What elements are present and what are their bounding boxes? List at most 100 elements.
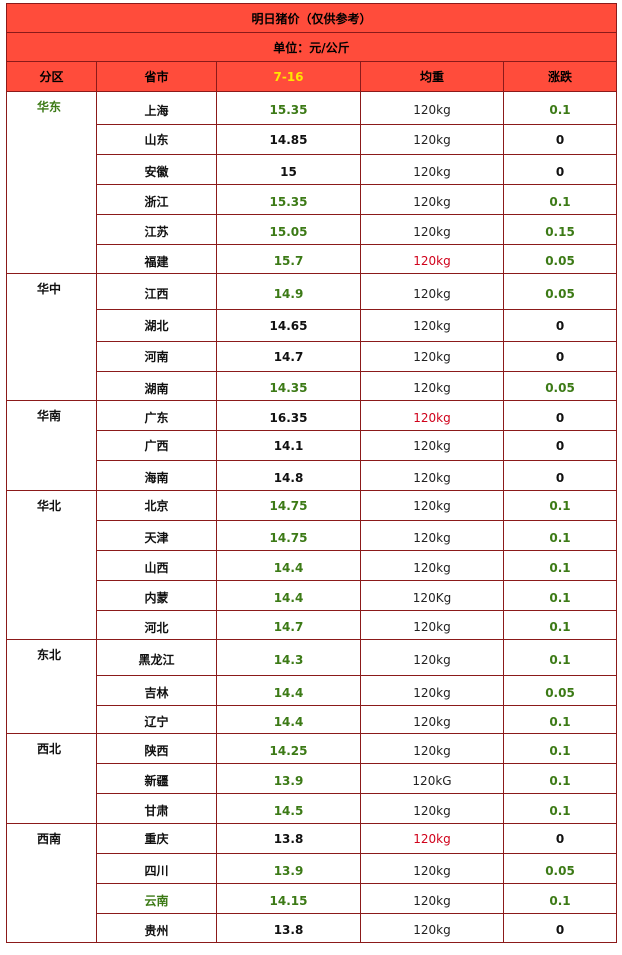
unit-label: 单位：元/公斤 bbox=[6, 32, 617, 62]
change-cell: 0 bbox=[503, 124, 617, 155]
change-cell: 0 bbox=[503, 400, 617, 431]
header-weight: 均重 bbox=[360, 61, 504, 92]
table-row: 天津 14.75 120kg 0.1 bbox=[7, 520, 617, 551]
table-row: 华东 上海 15.35 120kg 0.1 bbox=[6, 91, 617, 274]
table-row: 云南 14.15 120kg 0.1 bbox=[7, 883, 617, 914]
table-row: 华中 江西 14.9 120kg 0.05 bbox=[6, 273, 617, 401]
header-province: 省市 bbox=[96, 61, 217, 92]
price-cell: 13.8 bbox=[216, 823, 361, 854]
change-cell: 0.05 bbox=[503, 853, 617, 884]
region-cell: 华中 bbox=[6, 273, 97, 401]
change-cell: 0.1 bbox=[503, 184, 617, 215]
weight-cell: 120kg bbox=[360, 913, 504, 943]
weight-cell: 120kG bbox=[360, 763, 504, 794]
change-cell: 0.05 bbox=[503, 675, 617, 706]
region-cell: 西北 bbox=[6, 733, 97, 824]
province-cell: 安徽 bbox=[96, 154, 217, 185]
weight-cell: 120kg bbox=[360, 124, 504, 155]
table-row: 内蒙 14.4 120Kg 0.1 bbox=[7, 580, 617, 611]
province-cell: 浙江 bbox=[96, 184, 217, 215]
change-cell: 0.1 bbox=[503, 91, 617, 125]
change-cell: 0.1 bbox=[503, 883, 617, 914]
weight-cell: 120kg bbox=[360, 309, 504, 342]
change-cell: 0.15 bbox=[503, 214, 617, 245]
weight-cell: 120kg bbox=[360, 490, 504, 521]
change-cell: 0 bbox=[503, 341, 617, 372]
province-cell: 黑龙江 bbox=[96, 639, 217, 676]
province-cell: 山西 bbox=[96, 550, 217, 581]
province-cell: 甘肃 bbox=[96, 793, 217, 824]
change-cell: 0 bbox=[503, 154, 617, 185]
province-cell: 新疆 bbox=[96, 763, 217, 794]
table-row: 广西 14.1 120kg 0 bbox=[7, 430, 617, 461]
price-cell: 15 bbox=[216, 154, 361, 185]
price-cell: 15.05 bbox=[216, 214, 361, 245]
province-cell: 吉林 bbox=[96, 675, 217, 706]
province-cell: 上海 bbox=[96, 91, 217, 125]
province-cell: 河北 bbox=[96, 610, 217, 640]
province-cell: 河南 bbox=[96, 341, 217, 372]
price-cell: 14.65 bbox=[216, 309, 361, 342]
table-row: 湖北 14.65 120kg 0 bbox=[7, 309, 617, 342]
price-cell: 13.8 bbox=[216, 913, 361, 943]
price-cell: 14.4 bbox=[216, 675, 361, 706]
region-cell: 西南 bbox=[6, 823, 97, 943]
weight-cell: 120kg bbox=[360, 184, 504, 215]
price-cell: 14.15 bbox=[216, 883, 361, 914]
table-row: 安徽 15 120kg 0 bbox=[7, 154, 617, 185]
price-cell: 14.35 bbox=[216, 371, 361, 401]
weight-cell: 120kg bbox=[360, 154, 504, 185]
price-cell: 14.4 bbox=[216, 705, 361, 734]
change-cell: 0.1 bbox=[503, 580, 617, 611]
weight-cell: 120kg bbox=[360, 610, 504, 640]
province-cell: 江苏 bbox=[96, 214, 217, 245]
region-cell: 华南 bbox=[6, 400, 97, 491]
header-date: 7-16 bbox=[216, 61, 361, 92]
change-cell: 0.1 bbox=[503, 550, 617, 581]
region-cell: 东北 bbox=[6, 639, 97, 734]
table-row: 吉林 14.4 120kg 0.05 bbox=[7, 675, 617, 706]
weight-cell: 120kg bbox=[360, 214, 504, 245]
weight-cell: 120kg bbox=[360, 91, 504, 125]
price-cell: 14.5 bbox=[216, 793, 361, 824]
table-row: 福建 15.7 120kg 0.05 bbox=[7, 244, 617, 274]
table-row: 浙江 15.35 120kg 0.1 bbox=[7, 184, 617, 215]
weight-cell: 120kg bbox=[360, 883, 504, 914]
price-cell: 14.75 bbox=[216, 520, 361, 551]
province-cell: 湖南 bbox=[96, 371, 217, 401]
table-row: 四川 13.9 120kg 0.05 bbox=[7, 853, 617, 884]
region-cell: 华东 bbox=[6, 91, 97, 274]
change-cell: 0.1 bbox=[503, 705, 617, 734]
table-row: 山东 14.85 120kg 0 bbox=[7, 124, 617, 155]
province-cell: 江西 bbox=[96, 273, 217, 310]
province-cell: 山东 bbox=[96, 124, 217, 155]
change-cell: 0.1 bbox=[503, 763, 617, 794]
change-cell: 0 bbox=[503, 430, 617, 461]
title-row: 明日猪价（仅供参考） bbox=[6, 3, 617, 33]
price-cell: 14.25 bbox=[216, 733, 361, 764]
price-cell: 14.4 bbox=[216, 580, 361, 611]
price-cell: 14.3 bbox=[216, 639, 361, 676]
province-cell: 福建 bbox=[96, 244, 217, 274]
province-cell: 湖北 bbox=[96, 309, 217, 342]
price-cell: 16.35 bbox=[216, 400, 361, 431]
change-cell: 0.1 bbox=[503, 639, 617, 676]
weight-cell: 120kg bbox=[360, 341, 504, 372]
table-row: 华北 北京 14.75 120kg 0.1 bbox=[6, 490, 617, 640]
header-change: 涨跌 bbox=[503, 61, 617, 92]
table-row: 新疆 13.9 120kG 0.1 bbox=[7, 763, 617, 794]
weight-cell: 120kg bbox=[360, 460, 504, 491]
table-row: 西北 陕西 14.25 120kg 0.1 bbox=[6, 733, 617, 824]
table-row: 贵州 13.8 120kg 0 bbox=[7, 913, 617, 943]
table-row: 湖南 14.35 120kg 0.05 bbox=[7, 371, 617, 401]
table-row: 西南 重庆 13.8 120kg 0 bbox=[6, 823, 617, 943]
change-cell: 0.1 bbox=[503, 520, 617, 551]
weight-cell: 120kg bbox=[360, 675, 504, 706]
province-cell: 海南 bbox=[96, 460, 217, 491]
change-cell: 0 bbox=[503, 913, 617, 943]
table-row: 辽宁 14.4 120kg 0.1 bbox=[7, 705, 617, 734]
weight-cell: 120kg bbox=[360, 733, 504, 764]
change-cell: 0.1 bbox=[503, 610, 617, 640]
province-cell: 辽宁 bbox=[96, 705, 217, 734]
table-row: 山西 14.4 120kg 0.1 bbox=[7, 550, 617, 581]
